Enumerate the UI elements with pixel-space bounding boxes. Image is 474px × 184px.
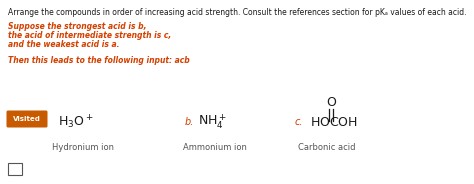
FancyBboxPatch shape bbox=[7, 111, 47, 128]
Text: $\mathregular{NH_4^+}$: $\mathregular{NH_4^+}$ bbox=[198, 113, 227, 131]
Text: b.: b. bbox=[185, 117, 194, 127]
Text: Ammonium ion: Ammonium ion bbox=[183, 143, 247, 152]
Text: $\mathregular{H_3O^+}$: $\mathregular{H_3O^+}$ bbox=[58, 113, 93, 131]
Text: $\mathregular{HOCOH}$: $\mathregular{HOCOH}$ bbox=[310, 116, 358, 128]
FancyBboxPatch shape bbox=[8, 163, 22, 175]
Text: Suppose the strongest acid is b,: Suppose the strongest acid is b, bbox=[8, 22, 146, 31]
Text: Hydronium ion: Hydronium ion bbox=[52, 143, 114, 152]
Text: the acid of intermediate strength is c,: the acid of intermediate strength is c, bbox=[8, 31, 171, 40]
Text: Visited: Visited bbox=[13, 116, 41, 122]
Text: O: O bbox=[326, 96, 336, 109]
Text: and the weakest acid is a.: and the weakest acid is a. bbox=[8, 40, 119, 49]
Text: c.: c. bbox=[295, 117, 303, 127]
Text: Then this leads to the following input: acb: Then this leads to the following input: … bbox=[8, 56, 190, 65]
Text: Arrange the compounds in order of increasing acid strength. Consult the referenc: Arrange the compounds in order of increa… bbox=[8, 8, 466, 17]
Text: Carbonic acid: Carbonic acid bbox=[298, 143, 356, 152]
